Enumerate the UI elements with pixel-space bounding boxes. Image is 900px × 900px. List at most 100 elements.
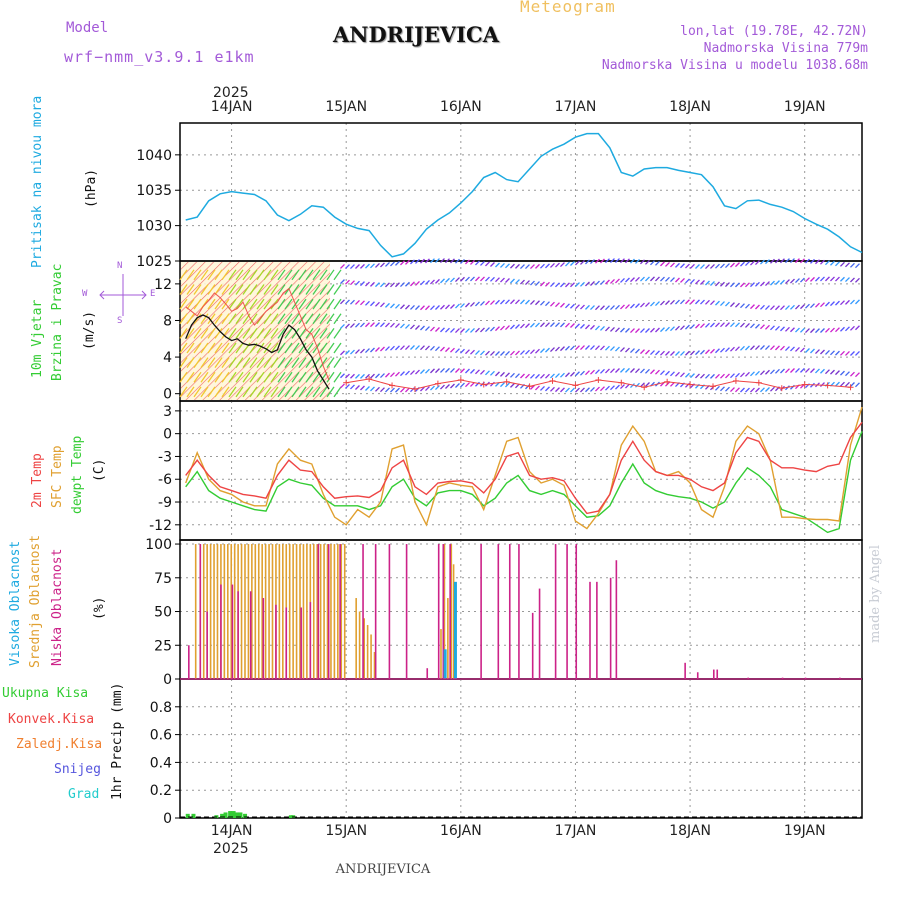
wind-barb — [575, 304, 580, 310]
wind-barb — [333, 371, 342, 383]
wind-barb — [695, 373, 700, 379]
year-bottom: 2025 — [213, 841, 249, 857]
wind-barb — [475, 350, 480, 356]
wind-barb — [430, 305, 435, 311]
wind-barb — [326, 269, 335, 281]
wind-barb — [360, 385, 365, 391]
wind-barb — [850, 277, 855, 283]
wind-barb — [625, 347, 630, 353]
wind-barb — [750, 371, 755, 377]
wind-barb — [340, 323, 345, 329]
wind-barb — [475, 369, 480, 375]
cloud-low-bar — [220, 584, 222, 679]
wind-barb — [585, 370, 590, 376]
wind-barb — [770, 280, 775, 286]
wind-barb — [380, 346, 385, 352]
wind-barb — [540, 300, 545, 306]
wind-barb — [600, 345, 605, 351]
wind-barb — [550, 301, 555, 307]
cloud-low-bar — [442, 544, 445, 679]
wind-barb — [655, 276, 660, 282]
wind-barb — [815, 302, 820, 308]
wind-barb — [395, 303, 400, 309]
wind-barb — [610, 346, 615, 352]
wind-barb — [485, 327, 490, 332]
wind-barb — [355, 385, 360, 390]
wind-barb — [745, 371, 750, 377]
wind-barb — [550, 282, 555, 288]
wind-barb — [650, 260, 655, 266]
wind-barb — [385, 387, 390, 393]
wind-barb — [305, 386, 314, 398]
wind-barb — [277, 313, 286, 325]
wind-barb — [455, 303, 460, 309]
cloud-mid-bar — [282, 544, 284, 679]
wind-barb — [620, 327, 625, 333]
wind-barb — [375, 301, 380, 307]
wind-barb — [186, 357, 195, 369]
wind-barb — [725, 282, 730, 288]
wind-barb — [620, 277, 625, 283]
wind-barb — [333, 313, 342, 325]
wind-barb — [565, 303, 570, 309]
wind-barb — [635, 276, 640, 282]
wind-barb — [755, 387, 760, 393]
wind-barb — [256, 371, 265, 383]
wind-barb — [525, 299, 530, 305]
wind-barb — [715, 348, 720, 354]
wind-barb — [305, 327, 314, 339]
wind-barb — [305, 313, 314, 325]
wind-barb — [750, 387, 755, 393]
wind-barb — [186, 269, 195, 281]
wind-barb — [660, 370, 665, 376]
wind-barb — [565, 387, 570, 393]
wind-barb — [655, 350, 660, 356]
wind-barb — [805, 258, 810, 264]
wind-barb — [775, 325, 780, 331]
wind-barb — [505, 278, 510, 283]
cloud-low-bar — [231, 584, 234, 679]
wind-barb — [595, 305, 600, 311]
wind-barb — [815, 328, 820, 334]
wind-barb — [291, 371, 300, 383]
wind-barb — [840, 326, 845, 332]
wind-barb — [630, 258, 635, 264]
wind-barb — [326, 313, 335, 325]
wind-barb — [790, 278, 795, 284]
wind-barb — [730, 373, 735, 379]
wind-barb — [685, 299, 690, 305]
panel-frame — [179, 122, 863, 262]
wind-barb — [277, 327, 286, 339]
wind-barb — [400, 371, 405, 377]
wind-barb — [420, 305, 425, 311]
wind-barb — [263, 357, 272, 369]
wind-barb — [625, 277, 630, 283]
wind-barb — [298, 357, 307, 369]
wind-barb — [850, 371, 855, 377]
wind-barb — [555, 322, 560, 328]
precip-bar — [235, 812, 240, 818]
wind-barb — [830, 276, 835, 282]
wind-barb — [665, 261, 670, 267]
wind-barb — [600, 368, 605, 374]
wind-barb — [214, 313, 223, 325]
wind-barb — [298, 269, 307, 281]
wind-barb — [845, 351, 850, 356]
wind-barb — [505, 325, 510, 331]
wind-barb — [475, 327, 480, 333]
cloud-low-bar — [839, 677, 841, 679]
wind-barb — [635, 348, 640, 354]
cloud-low-bar — [374, 544, 377, 679]
cloud-mid-bar — [216, 544, 219, 679]
precip-bar — [288, 815, 293, 818]
wind-barb — [355, 280, 360, 286]
wind-barb — [340, 279, 345, 285]
wind-barb — [570, 345, 575, 351]
wind-barb — [470, 327, 475, 333]
wind-barb — [430, 258, 435, 264]
y-tick-label: 1040 — [136, 148, 172, 164]
wind-barb — [680, 299, 685, 305]
wind-barb — [725, 263, 730, 269]
wind-barb — [550, 263, 555, 268]
wind-barb — [380, 262, 385, 268]
